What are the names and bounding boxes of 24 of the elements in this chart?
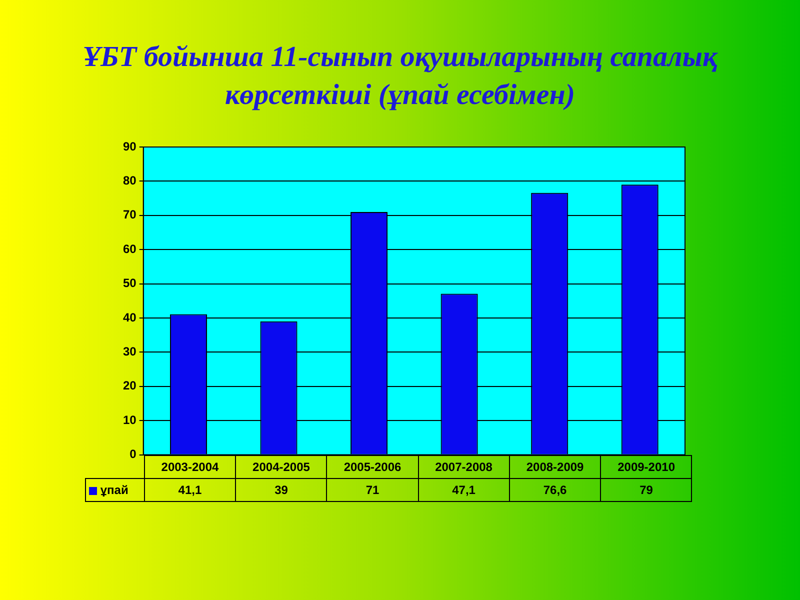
data-label: 76,6 (509, 478, 601, 502)
y-tick-label: 90 (122, 139, 137, 154)
y-tick-label: 70 (122, 208, 137, 222)
y-tick-label: 10 (122, 412, 137, 427)
x-tick-label: 2004-2005 (236, 455, 327, 478)
legend-label: ұпай (86, 478, 144, 502)
x-tick-label: 2005-2006 (326, 455, 418, 478)
y-tick-label: 40 (122, 310, 137, 324)
data-label: 47,1 (418, 478, 510, 502)
x-tick-label: 2003-2004 (144, 455, 236, 478)
data-label: 41,1 (144, 478, 236, 502)
chart-title: ҰБТ бойынша 11-сынып оқушыларының сапалық көрсеткіші (ұпай есебімен) (82, 40, 719, 113)
y-tick-label: 0 (130, 447, 137, 462)
data-label: 39 (236, 478, 327, 502)
y-tick-label: 60 (122, 242, 137, 256)
x-tick-label: 2007-2008 (418, 455, 510, 478)
x-tick-label: 2009-2010 (600, 455, 692, 478)
data-label: 71 (326, 478, 418, 502)
y-tick-label: 80 (122, 174, 137, 188)
y-tick-label: 30 (122, 344, 137, 359)
x-tick-label: 2008-2009 (509, 455, 601, 478)
data-label: 79 (600, 478, 692, 502)
y-tick-label: 50 (122, 276, 137, 290)
y-tick-label: 20 (122, 378, 137, 393)
